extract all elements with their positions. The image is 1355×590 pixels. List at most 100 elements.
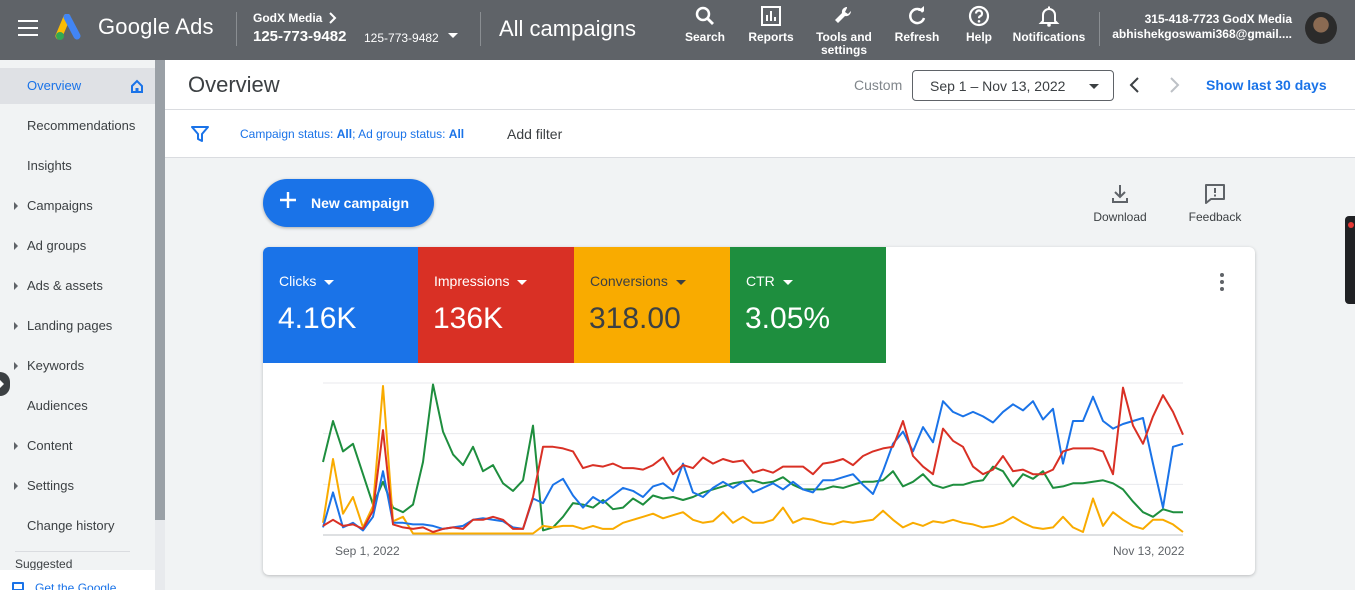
download-button[interactable]: Download — [1091, 183, 1149, 224]
sidebar-item-keywords[interactable]: Keywords — [0, 348, 155, 384]
sidebar-item-overview[interactable]: Overview — [0, 68, 155, 104]
metric-name: CTR — [746, 273, 775, 289]
wrench-icon — [835, 6, 852, 24]
get-app-link[interactable]: Get the Google — [35, 581, 117, 590]
show-last-30-days-link[interactable]: Show last 30 days — [1206, 77, 1327, 93]
refresh-label: Refresh — [894, 30, 940, 44]
series-line-impressions — [322, 386, 1184, 533]
filter-bar — [165, 110, 1355, 158]
sidebar-item-label: Recommendations — [27, 118, 136, 133]
account-id: 125-773-9482 — [253, 28, 347, 45]
top-app-bar: Google Ads GodX Media 125-773-9482 125-7… — [0, 0, 1355, 60]
divider — [236, 12, 237, 46]
sidebar-item-label: Ad groups — [27, 238, 87, 253]
sidebar-item-change-history[interactable]: Change history — [0, 508, 155, 544]
new-campaign-label: New campaign — [311, 195, 410, 211]
tools-and-settings-button[interactable]: Tools and settings — [814, 4, 874, 57]
account-id-selector[interactable]: 125-773-9482 — [364, 31, 439, 45]
sidebar-item-campaigns[interactable]: Campaigns — [0, 188, 155, 224]
date-range-picker[interactable]: Sep 1 – Nov 13, 2022 — [912, 70, 1114, 101]
search-button[interactable]: Search — [683, 4, 727, 44]
help-icon — [968, 5, 990, 27]
sidebar-item-label: Ads & assets — [27, 278, 103, 293]
feedback-label: Feedback — [1188, 210, 1242, 224]
new-campaign-button[interactable]: New campaign — [263, 179, 434, 227]
expand-caret-icon — [14, 482, 18, 490]
feedback-button[interactable]: Feedback — [1187, 183, 1243, 224]
sidebar-item-content[interactable]: Content — [0, 428, 155, 464]
metric-value: 318.00 — [589, 302, 681, 335]
sidebar-item-ad-groups[interactable]: Ad groups — [0, 228, 155, 264]
divider — [15, 551, 130, 552]
x-axis-end-label: Nov 13, 2022 — [1113, 544, 1185, 558]
ad-group-status-label: ; Ad group status: — [352, 127, 449, 141]
ad-group-status-value: All — [448, 127, 465, 141]
sidebar-item-label: Settings — [27, 478, 74, 493]
metric-tile-clicks[interactable]: Clicks 4.16K — [263, 247, 419, 363]
series-line-conversions — [322, 385, 1184, 535]
reports-label: Reports — [748, 30, 794, 44]
chevron-down-icon[interactable] — [448, 33, 458, 38]
product-name: Google Ads — [98, 14, 214, 39]
filter-icon[interactable] — [191, 125, 209, 143]
sidebar-item-audiences[interactable]: Audiences — [0, 388, 155, 424]
metric-tile-conversions[interactable]: Conversions 318.00 — [574, 247, 730, 363]
chevron-right-icon[interactable] — [328, 12, 338, 24]
date-range-value: Sep 1 – Nov 13, 2022 — [930, 78, 1066, 94]
search-icon — [695, 6, 714, 25]
download-icon — [1112, 185, 1128, 203]
sidebar-item-insights[interactable]: Insights — [0, 148, 155, 184]
add-filter-button[interactable]: Add filter — [507, 126, 563, 142]
metric-name: Conversions — [590, 273, 668, 289]
metric-tile-impressions[interactable]: Impressions 136K — [418, 247, 574, 363]
metric-tile-ctr[interactable]: CTR 3.05% — [730, 247, 886, 363]
chevron-down-icon — [324, 279, 335, 285]
notifications-label: Notifications — [1012, 30, 1086, 44]
help-button[interactable]: Help — [962, 4, 996, 44]
divider — [1099, 12, 1100, 46]
download-label: Download — [1093, 210, 1147, 224]
expand-caret-icon — [14, 442, 18, 450]
screencast-widget[interactable] — [1345, 216, 1355, 304]
avatar[interactable] — [1305, 12, 1337, 44]
notifications-button[interactable]: Notifications — [1010, 4, 1088, 44]
user-account-info[interactable]: 315-418-7723 GodX Media abhishekgoswami3… — [1112, 12, 1292, 42]
sidebar-item-recommendations[interactable]: Recommendations — [0, 108, 155, 144]
reports-button[interactable]: Reports — [745, 4, 797, 44]
chevron-down-icon — [1089, 84, 1099, 89]
active-filters[interactable]: Campaign status: All; Ad group status: A… — [240, 127, 464, 141]
series-line-clicks — [322, 395, 1184, 532]
sidebar-item-label: Audiences — [27, 398, 88, 413]
date-range-type: Custom — [854, 77, 903, 93]
user-account-phone: 315-418-7723 GodX Media — [1144, 12, 1292, 26]
sidebar-item-label: Overview — [27, 78, 82, 93]
sidebar-item-landing-pages[interactable]: Landing pages — [0, 308, 155, 344]
expand-caret-icon — [14, 282, 18, 290]
sidebar-item-ads-assets[interactable]: Ads & assets — [0, 268, 155, 304]
plus-icon — [280, 192, 296, 208]
user-email: abhishekgoswami368@gmail.... — [1112, 27, 1292, 41]
campaign-status-value: All — [336, 127, 353, 141]
page-scope-title: All campaigns — [499, 16, 636, 41]
more-options-icon[interactable] — [1220, 273, 1224, 291]
google-ads-logo-icon — [55, 14, 81, 40]
sidebar-scrollbar[interactable] — [155, 60, 165, 520]
sidebar-item-label: Landing pages — [27, 318, 113, 333]
chevron-down-icon — [782, 279, 793, 285]
previous-period-icon[interactable] — [1128, 76, 1142, 94]
help-label: Help — [965, 30, 992, 44]
collapse-sidebar-button[interactable] — [0, 372, 10, 396]
refresh-button[interactable]: Refresh — [893, 4, 941, 44]
account-name[interactable]: GodX Media — [253, 11, 323, 25]
sidebar-item-label: Campaigns — [27, 198, 93, 213]
performance-card: Clicks 4.16K Impressions 136K Conversion… — [263, 247, 1255, 575]
next-period-icon[interactable] — [1167, 76, 1181, 94]
expand-caret-icon — [14, 242, 18, 250]
sidebar-item-settings[interactable]: Settings — [0, 468, 155, 504]
campaign-status-label: Campaign status: — [240, 127, 337, 141]
sidebar-item-label: Keywords — [27, 358, 85, 373]
suggested-heading: Suggested — [15, 557, 73, 571]
menu-icon[interactable] — [18, 20, 38, 36]
sidebar-item-label: Insights — [27, 158, 72, 173]
page-header — [165, 60, 1355, 110]
